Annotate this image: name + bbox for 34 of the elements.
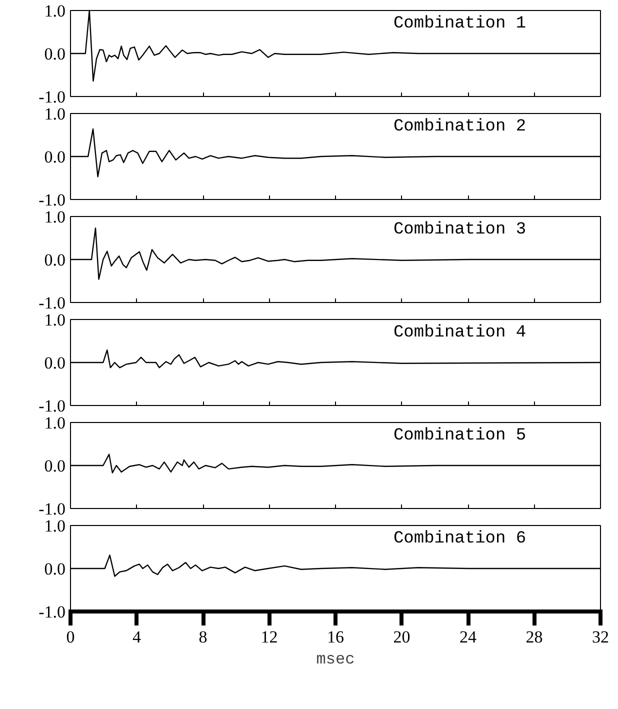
y-tick-label: -1.0 bbox=[38, 88, 66, 106]
x-tick-label: 4 bbox=[132, 628, 142, 646]
y-tick-label: 1.0 bbox=[44, 414, 66, 432]
chart-title: Combination 1 bbox=[393, 14, 526, 34]
y-tick-label: 1.0 bbox=[44, 104, 66, 124]
y-tick-label: 0.0 bbox=[44, 250, 66, 270]
y-tick-label: 0.0 bbox=[44, 148, 66, 166]
y-tick-label: -1.0 bbox=[38, 190, 66, 210]
x-tick-label: 20 bbox=[393, 628, 410, 646]
chart-title: Combination 5 bbox=[393, 426, 526, 446]
y-tick-label: 1.0 bbox=[44, 208, 66, 226]
y-tick-label: 0.0 bbox=[44, 560, 66, 578]
x-tick-label: 16 bbox=[327, 628, 344, 646]
y-tick-label: 1.0 bbox=[44, 310, 66, 330]
y-tick-label: 1.0 bbox=[44, 2, 66, 20]
x-tick-label: 8 bbox=[198, 628, 208, 646]
x-tick-label: 0 bbox=[66, 628, 75, 646]
chart-title: Combination 2 bbox=[393, 118, 526, 136]
y-tick-label: 1.0 bbox=[44, 516, 66, 536]
x-tick-label: 24 bbox=[460, 628, 477, 646]
chart-title: Combination 3 bbox=[393, 220, 526, 240]
y-tick-label: -1.0 bbox=[38, 602, 66, 622]
chart-title: Combination 6 bbox=[393, 530, 526, 548]
y-tick-label: 0.0 bbox=[44, 44, 66, 64]
y-tick-label: -1.0 bbox=[38, 294, 66, 312]
x-axis-title: msec bbox=[316, 650, 355, 668]
y-tick-label: 0.0 bbox=[44, 354, 66, 372]
x-tick-label: 28 bbox=[526, 628, 543, 646]
x-tick-label: 12 bbox=[260, 628, 278, 646]
chart-title: Combination 4 bbox=[393, 324, 526, 342]
x-tick-label: 32 bbox=[592, 628, 609, 646]
y-tick-label: 0.0 bbox=[44, 456, 66, 476]
y-tick-label: -1.0 bbox=[38, 500, 66, 518]
y-tick-label: -1.0 bbox=[38, 396, 66, 416]
